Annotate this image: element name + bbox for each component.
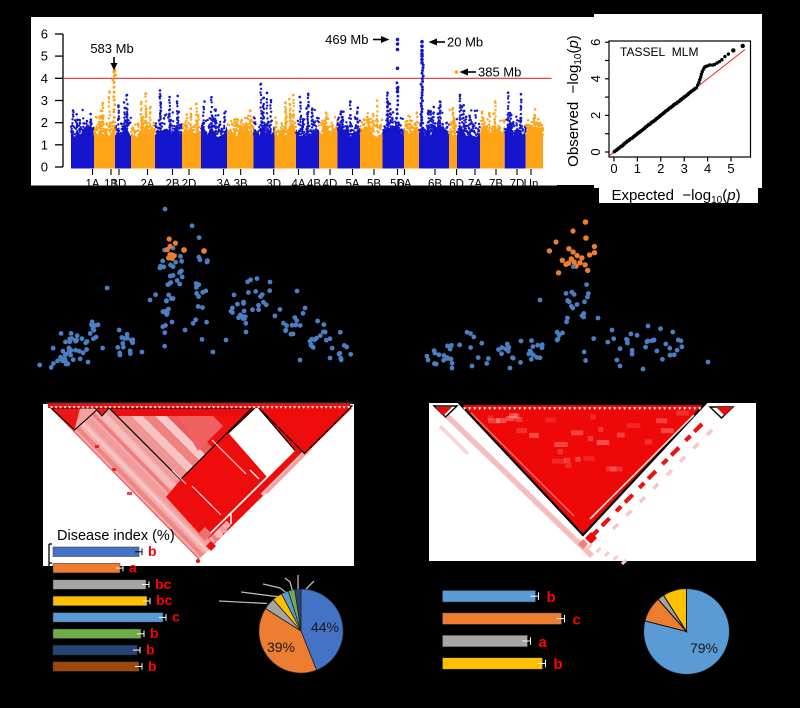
svg-text:3: 3: [41, 93, 48, 108]
svg-text:b: b: [547, 589, 556, 606]
svg-text:bc: bc: [156, 592, 173, 608]
svg-text:469 Mb: 469 Mb: [325, 32, 368, 47]
svg-text:a: a: [539, 634, 548, 651]
svg-text:bc: bc: [155, 576, 172, 592]
svg-text:2: 2: [41, 115, 48, 130]
svg-text:TASSEL MLM: TASSEL MLM: [620, 45, 698, 59]
svg-text:1: 1: [634, 161, 641, 176]
svg-text:0: 0: [588, 148, 603, 155]
svg-text:b: b: [146, 641, 155, 657]
svg-text:2: 2: [657, 161, 664, 176]
svg-text:583 Mb: 583 Mb: [90, 41, 133, 56]
svg-text:b: b: [554, 656, 563, 673]
svg-text:6: 6: [588, 39, 603, 46]
svg-text:2: 2: [588, 112, 603, 119]
svg-text:4: 4: [704, 161, 711, 176]
svg-text:5: 5: [727, 161, 734, 176]
svg-text:b: b: [148, 658, 157, 674]
svg-text:39%: 39%: [267, 639, 295, 655]
svg-text:c: c: [573, 611, 581, 628]
svg-text:0: 0: [41, 160, 48, 175]
svg-text:4: 4: [41, 71, 48, 86]
svg-text:5: 5: [41, 49, 48, 64]
svg-text:4: 4: [588, 75, 603, 82]
svg-text:385 Mb: 385 Mb: [478, 65, 521, 80]
svg-text:1: 1: [41, 137, 48, 152]
svg-text:0: 0: [610, 161, 617, 176]
svg-text:a: a: [129, 559, 137, 575]
svg-text:79%: 79%: [690, 640, 718, 656]
svg-text:b: b: [150, 625, 159, 641]
svg-text:c: c: [172, 609, 180, 625]
svg-text:Disease index (%): Disease index (%): [57, 528, 175, 544]
svg-text:6: 6: [41, 27, 48, 42]
svg-text:Observed −log10(p): Observed −log10(p): [565, 35, 584, 167]
svg-text:20 Mb: 20 Mb: [447, 35, 483, 50]
svg-text:Expected −log10(p): Expected −log10(p): [611, 187, 740, 206]
svg-text:44%: 44%: [311, 619, 339, 635]
svg-text:3: 3: [681, 161, 688, 176]
svg-text:b: b: [148, 543, 157, 559]
